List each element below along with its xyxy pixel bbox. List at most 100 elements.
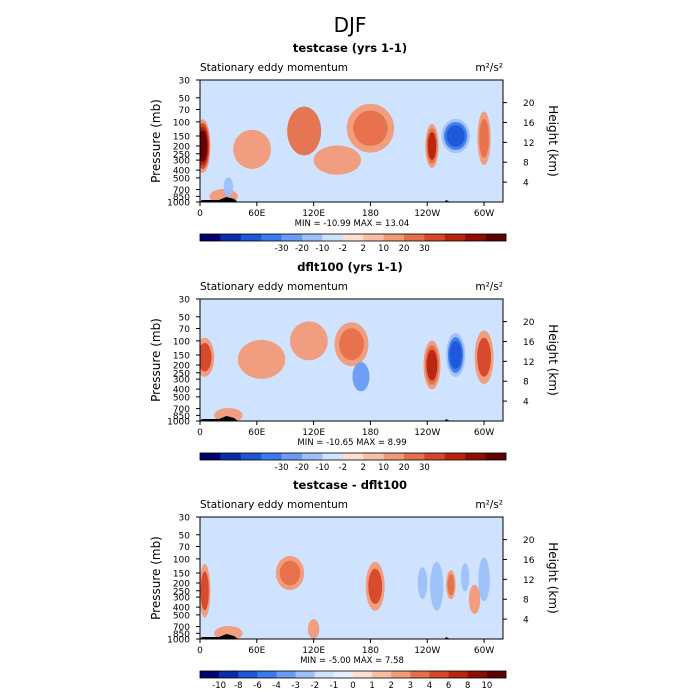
- x-tick-label: 60W: [474, 209, 494, 219]
- colorbar-swatch: [424, 453, 446, 460]
- colorbar-swatch: [238, 671, 258, 678]
- colorbar-label: 10: [378, 463, 389, 473]
- height-tick-label: 20: [523, 99, 535, 109]
- y-tick-label: 700: [173, 405, 190, 415]
- x-tick-label: 180: [362, 646, 379, 656]
- stats-text: MIN = -10.99 MAX = 13.04: [295, 219, 410, 229]
- contour-region: [461, 563, 470, 592]
- colorbar-swatch: [465, 234, 486, 241]
- contour-region: [446, 125, 465, 147]
- y-tick-label: 200: [173, 580, 190, 590]
- y-tick-label: 700: [173, 186, 190, 196]
- colorbar-label: -30: [275, 244, 289, 254]
- colorbar-label: -20: [295, 244, 309, 254]
- colorbar-label: -3: [291, 681, 299, 691]
- x-tick-label: 120W: [414, 209, 440, 219]
- colorbar-label: -2: [339, 463, 347, 473]
- height-tick-label: 16: [523, 556, 535, 566]
- y-tick-label: 850: [173, 193, 190, 203]
- y-tick-label: 850: [173, 412, 190, 422]
- colorbar-swatch: [391, 671, 411, 678]
- colorbar-swatch: [383, 234, 405, 241]
- y-tick-label: 250: [173, 369, 190, 379]
- y-tick-label: 70: [179, 106, 191, 116]
- chart-panel-2: dflt100 (yrs 1-1) Stationary eddy momentu…: [149, 260, 560, 473]
- colorbar-label: 8: [465, 681, 470, 691]
- colorbar-swatch: [281, 453, 303, 460]
- contour-region: [449, 341, 462, 369]
- y-tick-label: 200: [173, 362, 190, 372]
- y-tick-label: 70: [179, 543, 191, 553]
- colorbar-label: -10: [315, 244, 329, 254]
- panel-subtitle: Stationary eddy momentum: [200, 499, 348, 511]
- colorbar-swatch: [342, 234, 364, 241]
- height-tick-label: 4: [523, 398, 529, 408]
- colorbar-swatch: [220, 234, 242, 241]
- contour-region: [289, 321, 328, 361]
- colorbar-label: 3: [408, 681, 413, 691]
- contour-region: [430, 561, 444, 611]
- y-tick-label: 400: [173, 604, 190, 614]
- contour-region: [479, 118, 489, 158]
- chart-panel-1: testcase (yrs 1-1) Stationary eddy moment…: [149, 41, 560, 254]
- colorbar-swatch: [424, 234, 446, 241]
- colorbar-label: -2: [311, 681, 319, 691]
- panel-subtitle: Stationary eddy momentum: [200, 281, 348, 293]
- height-tick-label: 8: [523, 378, 529, 388]
- contour-region: [218, 558, 229, 588]
- x-tick-label: 180: [362, 428, 379, 438]
- y-axis-label: Pressure (mb): [149, 536, 163, 620]
- y-tick-label: 70: [179, 325, 191, 335]
- height-tick-label: 12: [523, 576, 534, 586]
- colorbar-swatch: [276, 671, 296, 678]
- contour-region: [223, 177, 234, 197]
- colorbar-swatch: [261, 453, 282, 460]
- x-tick-label: 180: [362, 209, 379, 219]
- x-tick-label: 120E: [302, 428, 325, 438]
- panel-title: dflt100 (yrs 1-1): [297, 260, 403, 274]
- colorbar-label: -20: [295, 463, 309, 473]
- contour-region: [477, 337, 491, 377]
- colorbar-label: 10: [378, 244, 389, 254]
- colorbar-label: 0: [350, 681, 355, 691]
- colorbar-label: 30: [419, 244, 430, 254]
- topography: [200, 197, 238, 202]
- y-tick-label: 100: [173, 337, 190, 347]
- contour-region: [447, 574, 455, 596]
- y-tick-label: 250: [173, 587, 190, 597]
- colorbar-swatch: [429, 671, 449, 678]
- stats-text: MIN = -5.00 MAX = 7.58: [300, 656, 404, 666]
- colorbar-outline: [199, 670, 507, 679]
- panel-title: testcase (yrs 1-1): [293, 41, 407, 55]
- panel-subtitle: Stationary eddy momentum: [200, 62, 348, 74]
- contour-region: [233, 129, 271, 169]
- y-tick-label: 150: [173, 132, 190, 142]
- colorbar-swatch: [257, 671, 277, 678]
- x-tick-label: 60W: [474, 428, 494, 438]
- colorbar-swatch: [444, 234, 466, 241]
- colorbar-label: 4: [427, 681, 432, 691]
- chart-panel-3: testcase - dflt100 Stationary eddy moment…: [149, 478, 560, 691]
- colorbar-swatch: [410, 671, 430, 678]
- height-axis-label: Height (km): [546, 105, 560, 176]
- contour-region: [200, 571, 209, 611]
- y-tick-label: 500: [173, 611, 190, 621]
- colorbar-swatch: [383, 453, 405, 460]
- height-tick-label: 16: [523, 119, 535, 129]
- colorbar-label: 2: [360, 463, 365, 473]
- plot-frame: [199, 79, 504, 203]
- contour-region: [368, 568, 383, 605]
- colorbar-label: 6: [446, 681, 451, 691]
- contour-region: [200, 343, 212, 372]
- panels: testcase (yrs 1-1) Stationary eddy moment…: [149, 41, 560, 691]
- x-tick-label: 0: [197, 209, 203, 219]
- colorbar-label: 20: [399, 463, 410, 473]
- colorbar-swatch: [200, 234, 221, 241]
- contour-region: [337, 565, 347, 601]
- y-tick-label: 1000: [167, 418, 190, 428]
- colorbar-outline: [199, 233, 507, 242]
- colorbar-swatch: [281, 234, 303, 241]
- colorbar-swatch: [444, 453, 466, 460]
- contour-region: [468, 584, 481, 614]
- topography: [200, 634, 238, 639]
